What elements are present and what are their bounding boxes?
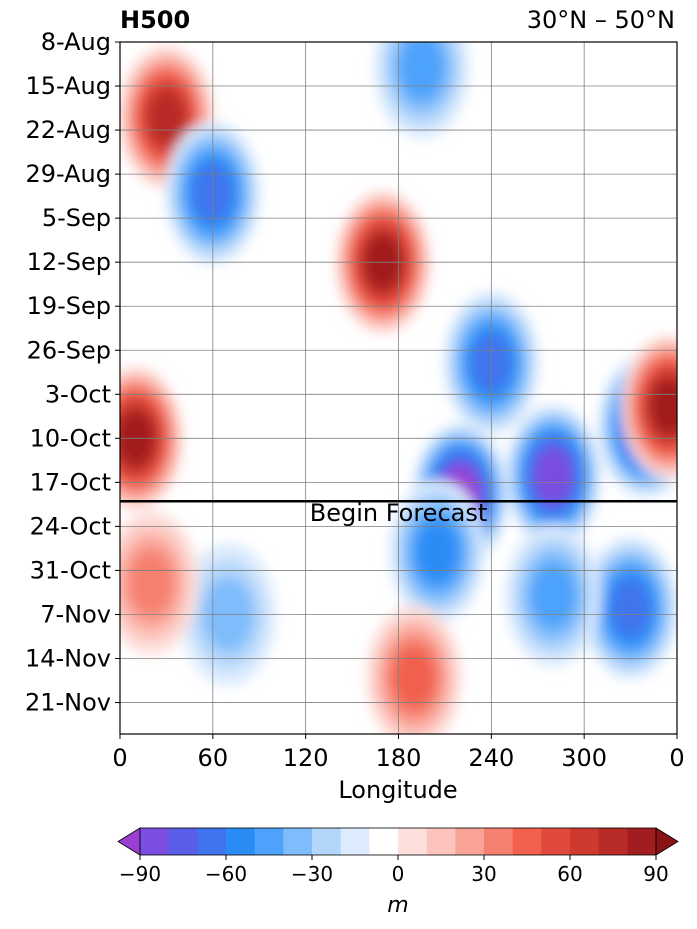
y-tick-label: 14-Nov [25,645,111,673]
colorbar-tick-label: 60 [557,862,582,886]
colorbar-bin [598,828,628,855]
colorbar-bin [197,828,227,855]
colorbar-label: m [387,893,408,918]
y-tick-label: 12-Sep [27,248,111,276]
colorbar-bin [426,828,456,855]
colorbar-bin [340,828,370,855]
y-tick-label: 15-Aug [25,72,111,100]
colorbar-bin [312,828,342,855]
y-tick-label: 21-Nov [25,689,111,717]
colorbar-bin [398,828,428,855]
y-tick-label: 17-Oct [30,468,111,496]
x-tick-label: 120 [283,744,329,772]
anomaly-contour [416,521,458,582]
colorbar-tick-label: 30 [471,862,496,886]
y-tick-label: 22-Aug [25,116,111,144]
y-tick-label: 29-Aug [25,160,111,188]
colorbar-tick-label: 0 [392,862,405,886]
x-tick-label: 240 [468,744,514,772]
x-tick-label: 0 [112,744,127,772]
y-tick-label: 8-Aug [41,28,111,56]
colorbar: −90 −60 −30 0 30 60 90 [117,827,679,886]
colorbar-tick-label: −90 [119,862,161,886]
x-axis: 0 60 120 180 240 300 0 [112,734,685,772]
anomaly-contour [128,550,174,617]
colorbar-tick-label: −30 [291,862,333,886]
y-axis: 8-Aug 15-Aug 22-Aug 29-Aug 5-Sep 12-Sep 19-Sep… [25,28,120,717]
y-tick-label: 10-Oct [30,424,111,452]
anomaly-contour [393,646,435,708]
colorbar-bin [254,828,284,855]
colorbar-bin [140,828,170,855]
x-axis-label: Longitude [338,776,457,804]
anomaly-contour [610,579,651,637]
colorbar-tick-label: −60 [205,862,247,886]
heatmap-field [120,42,677,734]
colorbar-bin [226,828,256,855]
colorbar-bin [541,828,571,855]
anomaly-contour [651,381,677,433]
x-tick-label: 300 [561,744,607,772]
colorbar-extend-max [655,827,679,856]
anomaly-contour [530,562,576,629]
colorbar-tick-label: 90 [643,862,668,886]
colorbar-extend-min [117,827,141,856]
y-tick-label: 5-Sep [42,204,111,232]
x-tick-label: 180 [376,744,422,772]
y-tick-label: 3-Oct [45,380,111,408]
colorbar-bin [627,828,657,855]
colorbar-bin [484,828,514,855]
y-tick-label: 26-Sep [27,336,111,364]
begin-forecast-annotation: Begin Forecast [310,499,488,527]
colorbar-bin [283,828,313,855]
x-tick-label: 0 [669,744,684,772]
anomaly-contour [399,42,445,101]
chart-title: H500 [120,6,191,34]
colorbar-bin [570,828,600,855]
colorbar-bin [369,828,399,855]
y-tick-label: 7-Nov [40,600,111,628]
colorbar-bin [455,828,485,855]
y-tick-label: 31-Oct [30,556,111,584]
anomaly-contour [148,90,185,144]
anomaly-contour [534,449,572,503]
colorbar-bin [168,828,198,855]
colorbar-bin [512,828,542,855]
y-tick-label: 24-Oct [30,512,111,540]
x-tick-label: 60 [198,744,229,772]
y-tick-label: 19-Sep [27,292,111,320]
latitude-band-label: 30°N – 50°N [526,6,675,34]
